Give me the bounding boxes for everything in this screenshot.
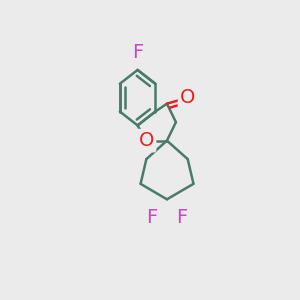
Text: F: F	[176, 208, 187, 227]
Text: F: F	[146, 208, 158, 227]
Text: O: O	[139, 131, 154, 150]
Text: F: F	[132, 43, 143, 62]
Text: O: O	[180, 88, 195, 107]
